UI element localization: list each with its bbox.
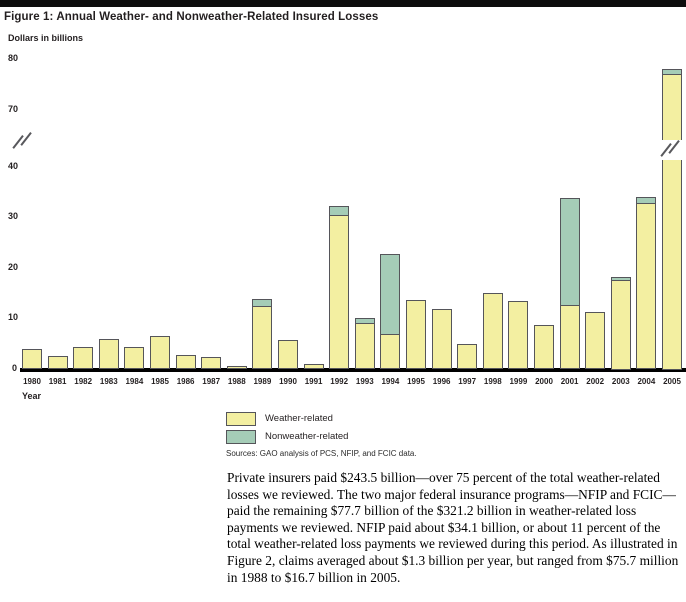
x-tick-label: 2002 xyxy=(586,377,605,386)
legend-label-weather: Weather-related xyxy=(265,413,333,424)
bar-segment-weather xyxy=(124,346,145,370)
bar-segment-weather xyxy=(354,322,375,370)
bar-chart: Year 0 10 20 30 40 70 80 1980 1981 1982 1983 1984 19… xyxy=(8,53,686,401)
nonweather-swatch xyxy=(226,429,256,444)
chart-legend: Weather-related Nonweather-related xyxy=(226,411,348,447)
x-tick-label: 1983 xyxy=(99,377,118,386)
x-tick-label: 1989 xyxy=(253,377,272,386)
x-tick-label: 1994 xyxy=(381,377,400,386)
x-axis-line xyxy=(20,368,686,372)
body-paragraph: Private insurers paid $243.5 billion—ove… xyxy=(227,470,679,585)
y-tick-label: 20 xyxy=(8,261,19,272)
legend-label-nonweather: Nonweather-related xyxy=(265,431,349,442)
bar-segment-nonweather xyxy=(252,299,273,308)
x-tick-label: 2003 xyxy=(611,377,630,386)
x-tick-label: 2000 xyxy=(535,377,553,386)
x-tick-label: 2001 xyxy=(560,377,579,386)
bar-segment-weather xyxy=(303,363,324,370)
x-tick-label: 1980 xyxy=(23,377,41,386)
x-tick-label: 1993 xyxy=(355,377,374,386)
top-rule-bar xyxy=(0,0,686,7)
bar-segment-weather xyxy=(47,356,68,370)
bar-segment-weather xyxy=(175,354,196,370)
bar-segment-weather xyxy=(22,349,42,370)
x-tick-label: 2004 xyxy=(637,377,656,386)
weather-swatch xyxy=(226,411,256,426)
x-tick-label: 1990 xyxy=(279,377,297,386)
y-axis-caption: Dollars in billions xyxy=(8,33,84,43)
x-tick-label: 2005 xyxy=(663,377,681,386)
bar-segment-weather xyxy=(585,311,606,370)
bar-segment-weather xyxy=(610,279,631,370)
bar-segment-weather xyxy=(406,299,426,370)
figure-title: Figure 1: Annual Weather- and Nonweather… xyxy=(4,11,379,23)
y-tick-label: 40 xyxy=(8,160,19,171)
bar-segment-weather xyxy=(150,336,170,370)
bar-segment-nonweather xyxy=(380,254,401,335)
bar-segment-nonweather xyxy=(662,68,682,76)
bar-segment-weather xyxy=(534,325,554,370)
x-tick-label: 1995 xyxy=(407,377,425,386)
sources-note: Sources: GAO analysis of PCS, NFIP, and … xyxy=(226,449,417,458)
y-tick-label: 70 xyxy=(8,103,19,114)
bar-segment-weather xyxy=(559,304,580,370)
x-tick-label: 1998 xyxy=(483,377,502,386)
x-tick-label: 1988 xyxy=(227,377,246,386)
y-tick-label: 10 xyxy=(8,312,19,322)
y-tick-label: 80 xyxy=(8,53,19,63)
bar-segment-weather xyxy=(482,293,503,370)
bar-segment-weather xyxy=(278,340,298,370)
bar-segment-weather xyxy=(73,347,94,370)
bar-segment-nonweather xyxy=(329,206,350,217)
x-tick-label: 1986 xyxy=(176,377,195,386)
bar-segment-weather xyxy=(380,333,401,370)
bar-segment-weather xyxy=(98,338,119,370)
x-tick-label: 1991 xyxy=(304,377,323,386)
y-tick-label: 30 xyxy=(8,211,19,221)
bar-segment-weather xyxy=(201,356,222,370)
x-tick-label: 1981 xyxy=(48,377,67,386)
x-tick-label: 1987 xyxy=(202,377,221,386)
bar-segment-weather xyxy=(636,202,657,370)
legend-item-weather: Weather-related xyxy=(226,411,348,426)
x-tick-label: 1992 xyxy=(330,377,349,386)
x-axis-label: Year xyxy=(22,391,42,401)
x-tick-label: 1985 xyxy=(151,377,169,386)
x-tick-label: 1996 xyxy=(432,377,451,386)
bar-segment-nonweather xyxy=(636,197,657,204)
y-tick-label: 0 xyxy=(12,362,18,373)
bar-segment-weather-upper xyxy=(662,73,682,140)
bar-segment-weather xyxy=(329,214,350,370)
bar-segment-weather-lower xyxy=(662,160,682,370)
x-tick-label: 1982 xyxy=(74,377,93,386)
legend-item-nonweather: Nonweather-related xyxy=(226,429,348,444)
bar-segment-nonweather xyxy=(610,276,631,282)
bar-segment-nonweather xyxy=(354,317,375,325)
x-tick-label: 1984 xyxy=(125,377,144,386)
bar-segment-nonweather xyxy=(559,198,580,306)
bar-segment-weather xyxy=(457,343,478,370)
bar-segment-weather xyxy=(226,365,247,370)
x-tick-label: 1999 xyxy=(509,377,528,386)
x-tick-label: 1997 xyxy=(458,377,477,386)
bar-segment-weather xyxy=(252,305,273,370)
bar-segment-weather xyxy=(508,301,529,370)
bar-segment-weather xyxy=(431,309,452,370)
